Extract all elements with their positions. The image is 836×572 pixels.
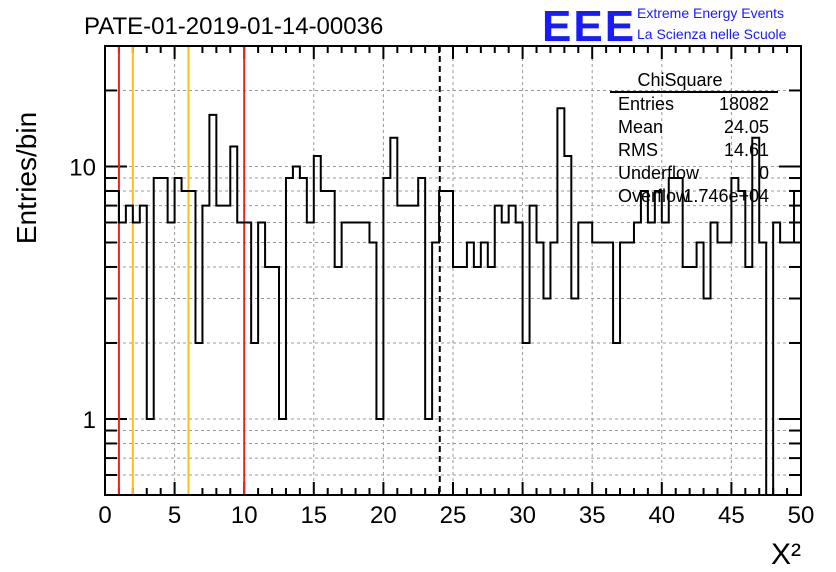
x-tick-label: 15 — [300, 502, 327, 529]
marker-lines — [117, 46, 441, 495]
stats-value: 0 — [759, 163, 769, 183]
histogram-line — [105, 107, 801, 496]
x-tick-label: 45 — [718, 502, 745, 529]
y-tick-label: 1 — [83, 407, 96, 434]
x-tick-label: 5 — [168, 502, 181, 529]
stats-label: Entries — [618, 94, 674, 114]
x-axis-label: X² — [771, 538, 801, 571]
stats-value: 24.05 — [724, 117, 769, 137]
y-tick-labels: 1 10 — [69, 154, 96, 434]
stats-title: ChiSquare — [637, 70, 722, 90]
stats-value: 18082 — [719, 94, 769, 114]
eee-logo-line1: Extreme Energy Events — [637, 5, 784, 21]
stats-value: 1.746e+04 — [683, 186, 769, 206]
x-tick-label: 10 — [231, 502, 258, 529]
grid-lines — [105, 45, 801, 496]
x-tick-label: 30 — [509, 502, 536, 529]
x-tick-label: 25 — [440, 502, 467, 529]
x-tick-label: 35 — [579, 502, 606, 529]
stats-label: Mean — [618, 117, 663, 137]
eee-logo-mark: EEE — [542, 2, 636, 51]
x-tick-label: 40 — [648, 502, 675, 529]
x-tick-label: 20 — [370, 502, 397, 529]
x-tick-labels: 0 5 10 15 20 25 30 35 40 45 50 — [98, 502, 814, 529]
stats-label: RMS — [618, 140, 658, 160]
x-tick-label: 0 — [98, 502, 111, 529]
stats-label: Underflow — [618, 163, 700, 183]
eee-logo-line2: La Scienza nelle Scuole — [637, 26, 787, 42]
stats-value: 14.61 — [724, 140, 769, 160]
stats-box: ChiSquare Entries 18082 Mean 24.05 RMS 14.61 U… — [610, 70, 778, 206]
eee-logo: EEE Extreme Energy Events La Scienza nel… — [542, 2, 787, 51]
stats-label: Overflow — [618, 186, 690, 206]
x-tick-label: 50 — [788, 502, 815, 529]
y-tick-label: 10 — [69, 154, 96, 181]
plot-frame — [104, 45, 802, 496]
chart-title: PATE-01-2019-01-14-00036 — [84, 13, 383, 40]
y-axis-label: Entries/bin — [11, 112, 42, 244]
